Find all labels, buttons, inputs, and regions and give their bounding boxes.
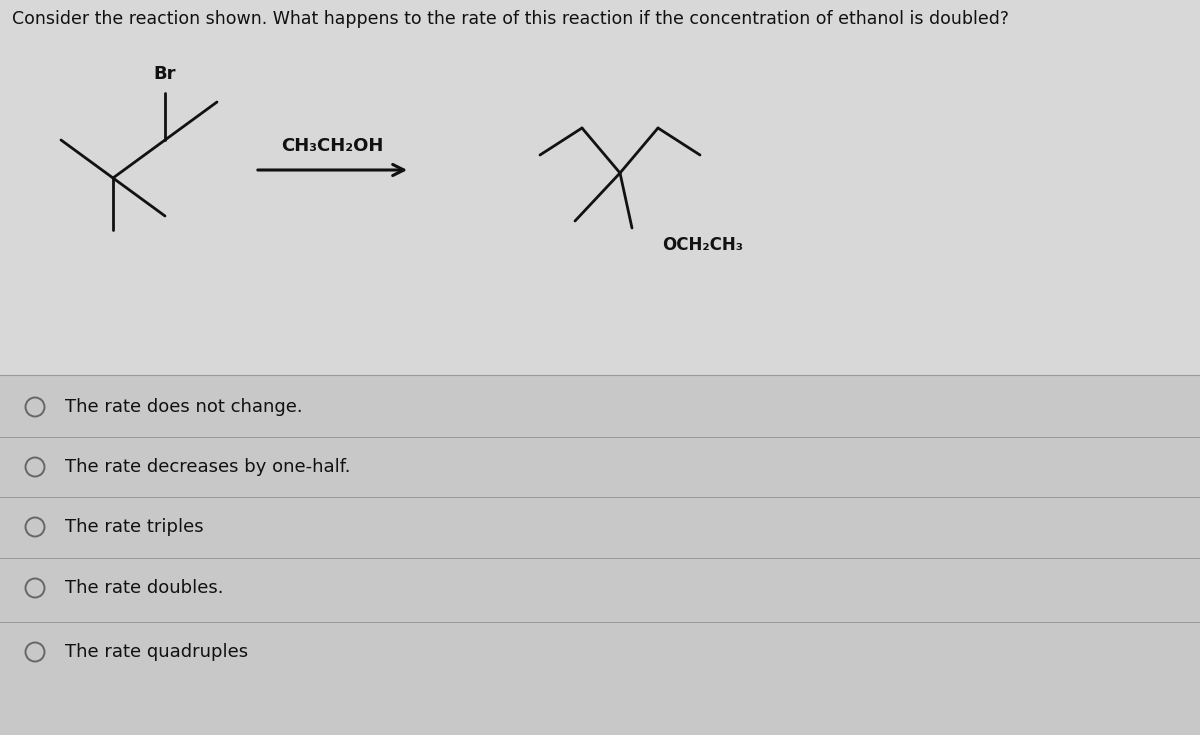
Text: Consider the reaction shown. What happens to the rate of this reaction if the co: Consider the reaction shown. What happen… bbox=[12, 10, 1009, 28]
Text: OCH₂CH₃: OCH₂CH₃ bbox=[662, 236, 743, 254]
Text: The rate does not change.: The rate does not change. bbox=[65, 398, 302, 416]
Text: The rate doubles.: The rate doubles. bbox=[65, 579, 223, 597]
Bar bbox=[0, 0, 1200, 375]
Text: Br: Br bbox=[154, 65, 176, 83]
Text: CH₃CH₂OH: CH₃CH₂OH bbox=[281, 137, 384, 155]
Text: The rate decreases by one-half.: The rate decreases by one-half. bbox=[65, 458, 350, 476]
Text: The rate triples: The rate triples bbox=[65, 518, 204, 536]
Text: The rate quadruples: The rate quadruples bbox=[65, 643, 248, 661]
Bar bbox=[0, 375, 1200, 735]
